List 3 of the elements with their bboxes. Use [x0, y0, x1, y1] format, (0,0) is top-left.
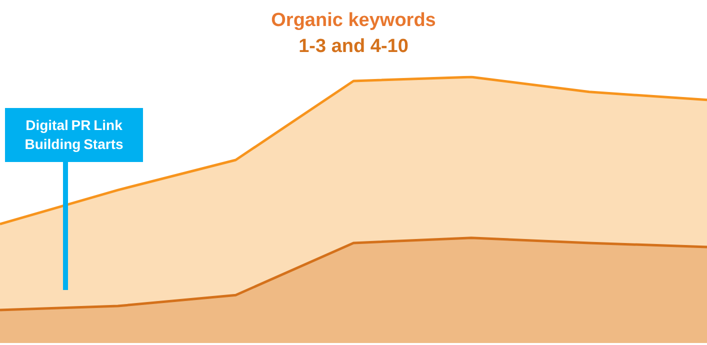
annotation: Digital PR Link Building Starts — [5, 108, 143, 162]
chart-title: Organic keywords — [271, 10, 436, 31]
chart-subtitle: 1-3 and 4-10 — [298, 36, 408, 57]
